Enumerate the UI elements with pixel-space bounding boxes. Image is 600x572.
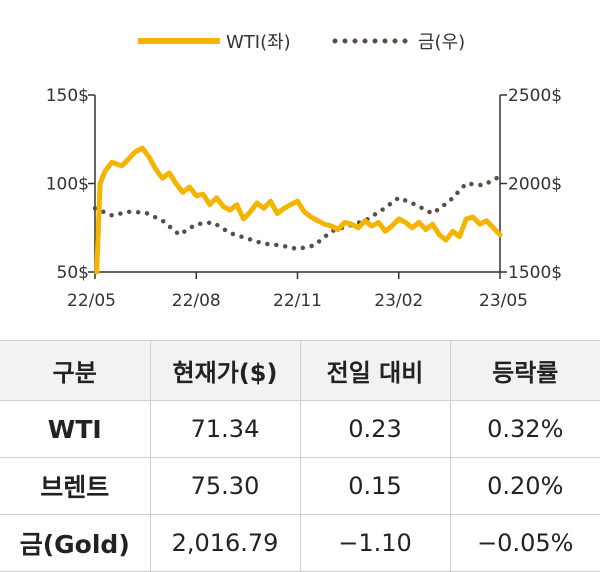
x-tick-label: 22/08 [172,291,221,311]
cell-current-price: 71.34 [149,400,300,458]
legend-label-wti: WTI(좌) [226,32,291,53]
left-y-tick-label: 100$ [46,175,89,195]
header-category: 구분 [0,340,150,401]
oil-gold-price-chart: WTI(좌) 금(우) 150$ 100$ 50$ 2500$ 2000$ 1500$ 22… [46,32,562,311]
row-label-wti: WTI [0,400,150,458]
cell-day-change: 0.15 [299,457,450,515]
table-header-row: 구분 현재가($) 전일 대비 등락률 [0,340,600,401]
cell-day-change: −1.10 [299,514,450,572]
row-label-brent: 브렌트 [0,457,150,515]
header-day-change: 전일 대비 [299,340,450,401]
right-y-tick-label: 2500$ [508,86,562,106]
table-row: 금(Gold) 2,016.79 −1.10 −0.05% [0,514,600,572]
chart-axes [94,95,501,273]
header-change-rate: 등락률 [449,340,600,401]
x-tick-label: 22/11 [273,291,322,311]
x-tick-label: 23/02 [374,291,423,311]
right-y-tick-label: 2000$ [508,175,562,195]
wti-series-line [94,145,503,275]
x-tick-label: 22/05 [67,291,116,311]
cell-change-rate: 0.20% [449,457,600,515]
left-y-tick-label: 50$ [57,263,89,283]
price-table: 구분 현재가($) 전일 대비 등락률 WTI 71.34 0.23 0.32%… [0,340,600,572]
header-current-price: 현재가($) [149,340,300,401]
x-tick-label: 23/05 [479,291,528,311]
chart-legend: WTI(좌) 금(우) [138,32,465,53]
table-row: 브렌트 75.30 0.15 0.20% [0,457,600,515]
cell-change-rate: −0.05% [449,514,600,572]
cell-current-price: 75.30 [149,457,300,515]
legend-label-gold: 금(우) [418,32,465,53]
right-y-tick-label: 1500$ [508,263,562,283]
row-label-gold: 금(Gold) [0,514,150,572]
cell-current-price: 2,016.79 [149,514,300,572]
table-row: WTI 71.34 0.23 0.32% [0,400,600,458]
cell-change-rate: 0.32% [449,400,600,458]
cell-day-change: 0.23 [299,400,450,458]
left-y-tick-label: 150$ [46,86,89,106]
gold-series-line [92,174,503,252]
